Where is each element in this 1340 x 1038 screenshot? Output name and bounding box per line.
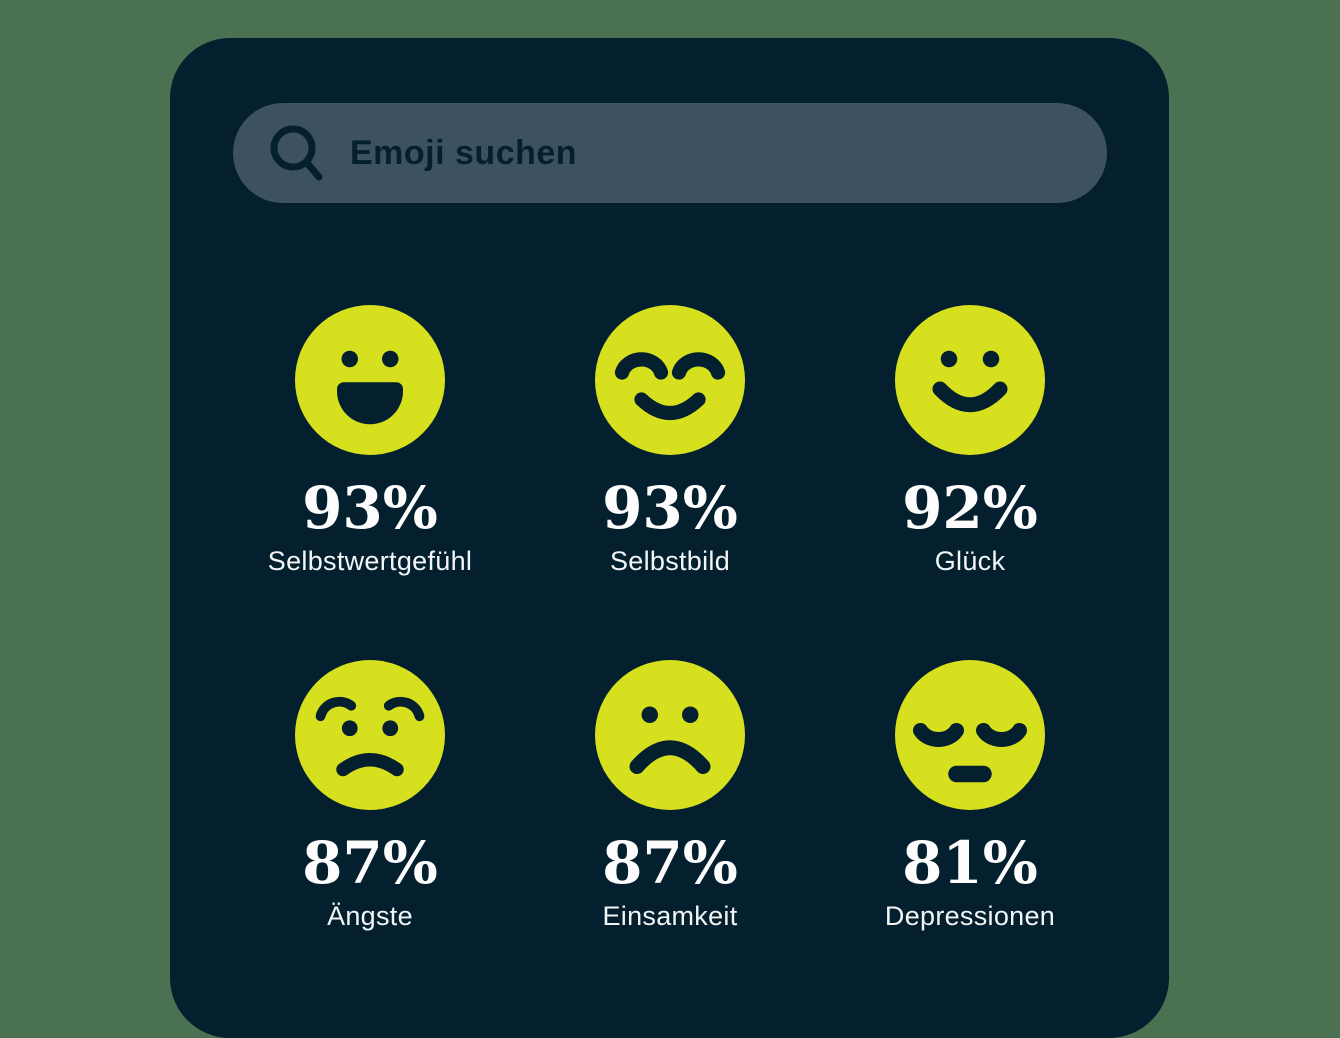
- stat-value: 93%: [602, 474, 738, 542]
- search-icon: [270, 124, 324, 182]
- stat-label: Einsamkeit: [602, 901, 738, 931]
- sleepy-face-icon: [895, 660, 1045, 810]
- relieved-face-icon: [595, 305, 745, 455]
- stat-value: 92%: [902, 474, 1038, 542]
- stat-label: Selbstwertgefühl: [267, 546, 473, 576]
- stat-label: Glück: [934, 546, 1006, 576]
- smiling-face-icon: [895, 305, 1045, 455]
- stat-depressionen[interactable]: 81% Depressionen: [820, 660, 1120, 932]
- stat-label: Depressionen: [884, 901, 1056, 931]
- stat-value: 93%: [302, 474, 438, 542]
- stat-label: Ängste: [327, 901, 413, 931]
- stat-value: 87%: [602, 829, 738, 897]
- emoji-stats-card: 93% Selbstwertgefühl 93% Selbstbild: [170, 38, 1169, 1038]
- stat-aengste[interactable]: 87% Ängste: [220, 660, 520, 932]
- stat-value: 87%: [302, 829, 438, 897]
- stat-einsamkeit[interactable]: 87% Einsamkeit: [520, 660, 820, 932]
- emoji-search-bar[interactable]: [233, 103, 1107, 203]
- worried-face-icon: [295, 660, 445, 810]
- stat-glueck[interactable]: 92% Glück: [820, 305, 1120, 577]
- emoji-stats-grid: 93% Selbstwertgefühl 93% Selbstbild: [220, 305, 1120, 932]
- stat-selbstwertgefuehl[interactable]: 93% Selbstwertgefühl: [220, 305, 520, 577]
- grinning-face-icon: [295, 305, 445, 455]
- stats-row-1: 93% Selbstwertgefühl 93% Selbstbild: [220, 305, 1120, 577]
- stat-value: 81%: [902, 829, 1038, 897]
- search-input[interactable]: [350, 103, 1107, 203]
- stat-label: Selbstbild: [609, 546, 731, 576]
- frowning-face-icon: [595, 660, 745, 810]
- stats-row-2: 87% Ängste 87% Einsamkeit: [220, 660, 1120, 932]
- stat-selbstbild[interactable]: 93% Selbstbild: [520, 305, 820, 577]
